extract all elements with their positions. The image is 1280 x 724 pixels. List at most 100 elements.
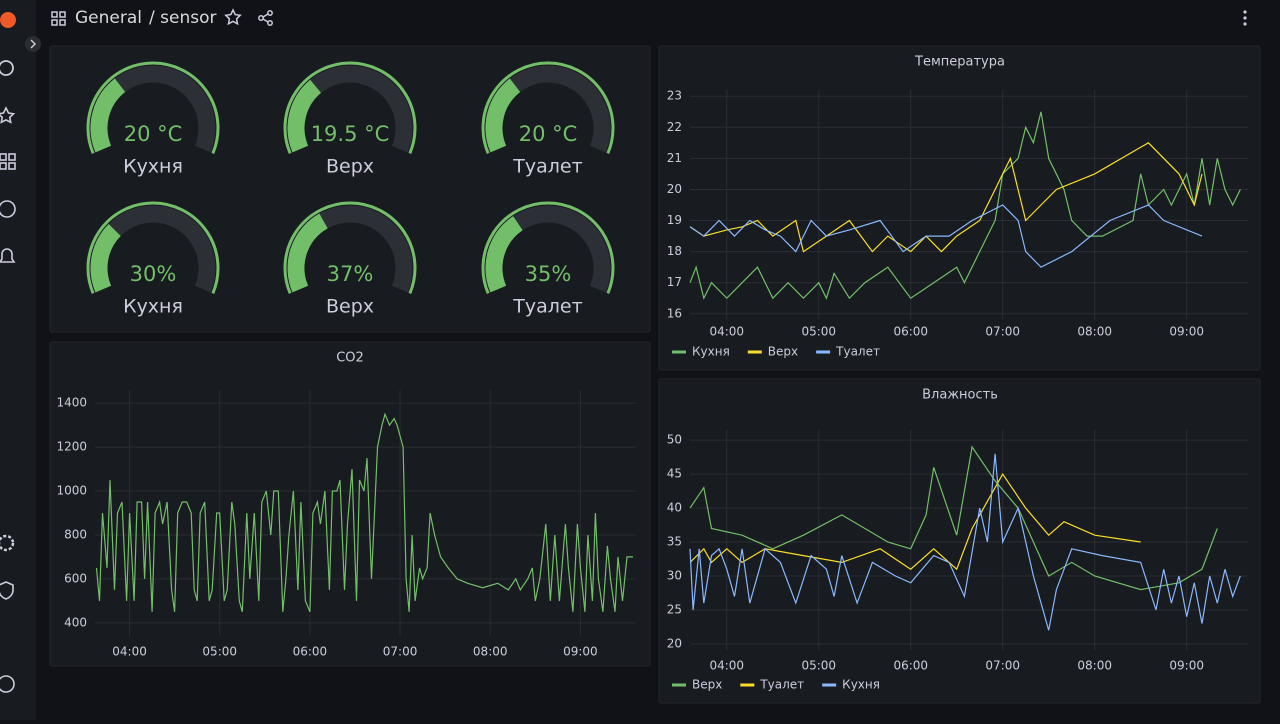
y-tick-label: 50 [667,433,682,447]
folder-link[interactable]: General [75,8,142,28]
gauge-bar [287,213,329,293]
co2-panel [49,341,651,667]
x-tick-label: 06:00 [293,645,328,659]
legend-label[interactable]: Верх [768,345,798,359]
y-tick-label: 19 [667,213,682,227]
gauge-label: Туалет [512,296,582,318]
dashboard-icon [51,11,66,26]
gauge-label: Верх [326,296,374,318]
config-icon[interactable] [0,534,15,552]
legend-label[interactable]: Туалет [835,345,880,359]
gauge-threshold [481,61,615,154]
gauge-value: 20 °C [519,122,578,146]
gauge-bar [287,79,322,153]
y-tick-label: 23 [667,89,682,103]
y-tick-label: 40 [667,501,682,515]
alerting-icon[interactable] [0,248,16,263]
humidity-panel [658,378,1261,704]
dashboard-title: / sensor [149,8,216,28]
x-tick-label: 05:00 [202,645,237,659]
gauge-value: 37% [327,262,374,286]
share-button[interactable] [258,10,273,26]
legend-label[interactable]: Кухня [692,345,730,359]
x-tick-label: 06:00 [893,325,928,339]
x-tick-label: 08:00 [1077,659,1112,673]
gauge-threshold [86,61,220,154]
x-tick-label: 09:00 [1169,325,1204,339]
y-tick-label: 400 [64,615,87,629]
gauge-value: 30% [130,262,177,286]
x-tick-label: 06:00 [893,659,928,673]
x-tick-label: 05:00 [801,659,836,673]
panel-title: Температура [914,55,1005,70]
temperature-panel [658,45,1261,371]
y-tick-label: 600 [64,571,87,585]
expand-icon [30,39,37,49]
starred-icon[interactable] [0,106,16,124]
y-tick-label: 25 [667,602,682,616]
gauge-value: 35% [525,262,572,286]
x-tick-label: 04:00 [112,645,147,659]
series-line [689,472,1141,571]
x-tick-label: 09:00 [563,645,598,659]
x-tick-label: 08:00 [473,645,508,659]
menu-button[interactable] [1243,10,1247,26]
legend-label[interactable]: Верх [692,678,722,692]
series-line [689,204,1203,268]
x-tick-label: 07:00 [985,659,1020,673]
series-line [689,453,1241,631]
dashboards-icon[interactable] [0,153,16,170]
y-tick-label: 20 [667,182,682,196]
y-tick-label: 18 [667,244,682,258]
y-tick-label: 45 [667,467,682,481]
gauge-bar [485,78,521,153]
y-tick-label: 30 [667,568,682,582]
panel-title: Влажность [922,388,998,403]
explore-icon[interactable] [0,200,16,218]
gauge-threshold [283,201,417,294]
x-tick-label: 04:00 [709,659,744,673]
expand-button[interactable] [25,36,41,52]
y-tick-label: 16 [667,306,682,320]
series-line [689,445,1218,591]
help-icon[interactable] [0,675,15,693]
x-tick-label: 09:00 [1169,659,1204,673]
y-tick-label: 1400 [56,396,87,410]
x-tick-label: 05:00 [801,325,836,339]
gauge-label: Кухня [123,296,183,318]
panel-title: CO2 [336,351,364,366]
gauge-bar [90,223,121,293]
y-tick-label: 17 [667,275,682,289]
x-tick-label: 07:00 [383,645,418,659]
gauge-panel [49,45,651,333]
gauge-value: 20 °C [124,122,183,146]
legend-label[interactable]: Туалет [759,678,804,692]
y-tick-label: 1000 [56,484,87,498]
y-tick-label: 35 [667,535,682,549]
y-tick-label: 22 [667,120,682,134]
logo[interactable] [0,12,16,28]
series-line [689,142,1203,253]
gauge-value: 19.5 °C [311,122,390,146]
y-tick-label: 1200 [56,440,87,454]
y-tick-label: 800 [64,527,87,541]
gauge-label: Кухня [123,156,183,178]
gauge-threshold [86,201,220,294]
gauge-threshold [283,61,417,154]
x-tick-label: 04:00 [709,325,744,339]
x-tick-label: 07:00 [985,325,1020,339]
gauge-bar [90,78,126,153]
gauge-bar [485,216,523,293]
search-icon[interactable] [0,60,14,76]
y-tick-label: 20 [667,636,682,650]
gauge-threshold [481,201,615,294]
legend-label[interactable]: Кухня [842,678,880,692]
star-button[interactable] [224,8,242,26]
admin-icon[interactable] [0,581,14,600]
gauge-label: Верх [326,156,374,178]
gauge-label: Туалет [512,156,582,178]
series-line [95,412,633,613]
y-tick-label: 21 [667,151,682,165]
